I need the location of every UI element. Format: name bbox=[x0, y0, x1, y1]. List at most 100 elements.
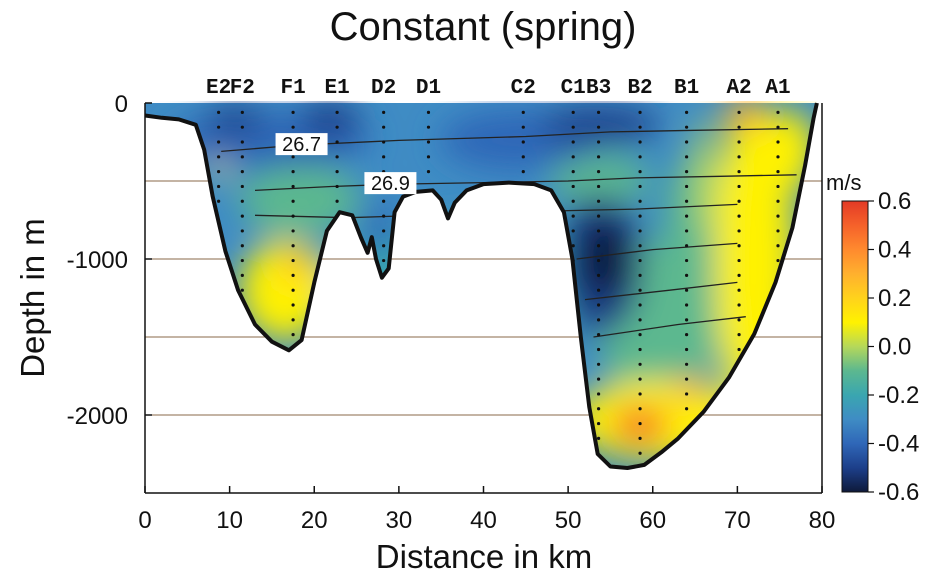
sample-dot bbox=[685, 273, 689, 277]
sample-dot bbox=[240, 288, 244, 292]
sample-dot bbox=[737, 125, 741, 129]
sample-dot bbox=[638, 288, 642, 292]
velocity-blob bbox=[580, 218, 630, 298]
sample-dot bbox=[240, 229, 244, 233]
sample-dot bbox=[291, 258, 295, 263]
sample-dot bbox=[596, 273, 601, 277]
sample-dot bbox=[291, 214, 295, 218]
velocity-blob bbox=[695, 115, 715, 235]
sample-dot bbox=[737, 229, 741, 233]
sample-dot bbox=[776, 258, 780, 263]
sample-dot bbox=[737, 214, 741, 218]
sample-dot bbox=[685, 347, 689, 352]
sample-dot bbox=[335, 110, 339, 114]
sample-dot bbox=[737, 244, 741, 248]
sample-dot bbox=[240, 140, 244, 144]
sample-dot bbox=[426, 170, 431, 174]
sample-dot bbox=[685, 184, 689, 189]
sample-dot bbox=[291, 303, 295, 307]
station-label: B1 bbox=[674, 77, 699, 100]
sample-dot bbox=[382, 140, 386, 144]
sample-dot bbox=[335, 140, 339, 144]
sample-dot bbox=[737, 273, 741, 277]
sample-dot bbox=[217, 184, 221, 189]
sample-dot bbox=[685, 125, 689, 129]
sample-dot bbox=[685, 229, 689, 233]
sample-dot bbox=[638, 436, 642, 440]
sample-dot bbox=[737, 155, 741, 159]
x-tick-label: 70 bbox=[724, 507, 751, 534]
station-label: C1 bbox=[561, 77, 586, 100]
isopycnal-line bbox=[584, 281, 738, 301]
sample-dot bbox=[685, 110, 689, 114]
sample-dot bbox=[776, 199, 780, 203]
colorbar-tick-label: 0.2 bbox=[878, 285, 911, 312]
velocity-blob bbox=[212, 162, 228, 178]
sample-dot bbox=[685, 318, 689, 322]
velocity-blob bbox=[300, 102, 360, 138]
chart-title: Constant (spring) bbox=[330, 5, 637, 49]
sample-dot bbox=[596, 125, 601, 129]
sample-dot bbox=[291, 318, 295, 322]
sample-dot bbox=[596, 318, 601, 322]
sample-dot bbox=[685, 362, 689, 366]
sample-dot bbox=[737, 110, 741, 114]
velocity-blob bbox=[283, 247, 307, 283]
sample-dot bbox=[382, 214, 386, 218]
x-tick-label: 30 bbox=[386, 507, 413, 534]
sample-dot bbox=[382, 110, 386, 114]
sample-dot bbox=[638, 110, 642, 114]
sample-dot bbox=[335, 184, 339, 189]
sample-dot bbox=[737, 140, 741, 144]
colorbar-tick-label: 0.0 bbox=[878, 334, 911, 361]
colorbar-tick-label: 0.6 bbox=[878, 188, 911, 215]
station-label: B2 bbox=[627, 77, 652, 100]
sample-dot bbox=[737, 170, 741, 174]
sample-dot bbox=[571, 214, 575, 218]
sample-dot bbox=[291, 333, 295, 337]
sample-dot bbox=[596, 436, 601, 440]
sample-dot bbox=[382, 199, 386, 203]
sample-dot bbox=[571, 199, 575, 203]
sample-dot bbox=[596, 377, 601, 381]
sample-dot bbox=[521, 155, 525, 159]
isopycnal-line bbox=[254, 203, 738, 219]
station-label: D1 bbox=[416, 77, 441, 100]
sample-dot bbox=[240, 125, 244, 129]
sample-dot bbox=[521, 140, 525, 144]
station-label: F2 bbox=[230, 77, 255, 100]
sample-dot bbox=[685, 170, 689, 174]
sample-dot bbox=[596, 258, 601, 263]
x-axis-ticks: 0 10 20 30 40 50 60 70 80 bbox=[138, 486, 835, 534]
velocity-blob bbox=[672, 378, 708, 402]
sample-dot bbox=[291, 229, 295, 233]
sample-dot bbox=[217, 170, 221, 174]
x-axis-label: Distance in km bbox=[376, 538, 592, 575]
sample-dot bbox=[596, 392, 601, 396]
sample-dot bbox=[335, 125, 339, 129]
colorbar-unit: m/s bbox=[826, 170, 861, 195]
isopycnal-labels: 26.7 26.9 bbox=[275, 133, 417, 195]
x-tick-label: 60 bbox=[639, 507, 666, 534]
sample-dot bbox=[571, 155, 575, 159]
sample-dot bbox=[638, 273, 642, 277]
sample-dot bbox=[240, 155, 244, 159]
sample-dot bbox=[776, 155, 780, 159]
sample-dot bbox=[638, 303, 642, 307]
sample-dot bbox=[737, 347, 741, 352]
station-label: A1 bbox=[765, 77, 790, 100]
sample-dot bbox=[335, 155, 339, 159]
x-tick-label: 20 bbox=[301, 507, 328, 534]
sample-dot bbox=[426, 155, 431, 159]
sample-dot bbox=[638, 214, 642, 218]
sample-dot bbox=[240, 273, 244, 277]
sample-dot bbox=[291, 125, 295, 129]
sample-dot bbox=[521, 170, 525, 174]
sample-dot bbox=[291, 244, 295, 248]
sample-dot bbox=[638, 184, 642, 189]
sample-dot bbox=[776, 184, 780, 189]
sample-dot bbox=[685, 333, 689, 337]
sample-dot bbox=[382, 155, 386, 159]
station-label: E2 bbox=[206, 77, 231, 100]
